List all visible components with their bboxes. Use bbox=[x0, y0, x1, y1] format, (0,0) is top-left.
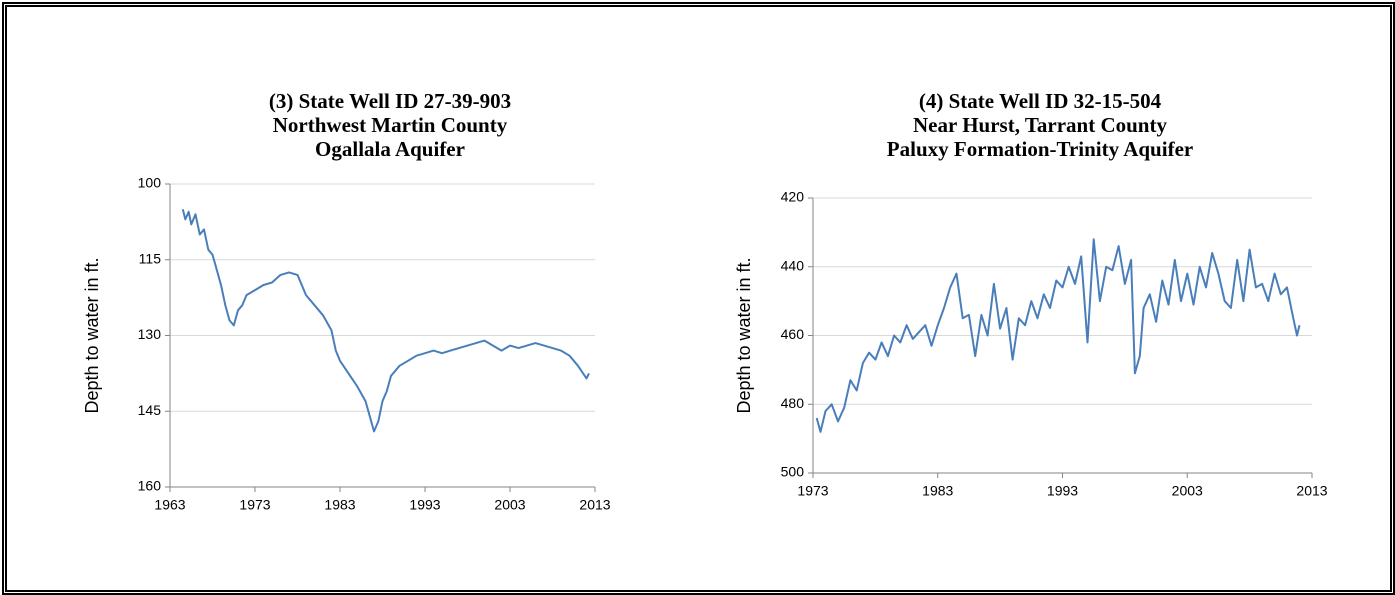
x-tick-label: 1983 bbox=[922, 483, 953, 499]
x-tick-label: 2013 bbox=[579, 497, 610, 513]
y-tick-label: 440 bbox=[781, 257, 805, 273]
y-axis-label: Depth to water in ft. bbox=[82, 257, 102, 413]
y-tick-label: 130 bbox=[138, 326, 162, 342]
x-tick-label: 1983 bbox=[324, 497, 355, 513]
x-tick-label: 1973 bbox=[797, 483, 828, 499]
y-tick-label: 420 bbox=[781, 189, 805, 205]
y-tick-label: 100 bbox=[138, 175, 162, 191]
y-tick-label: 145 bbox=[138, 402, 162, 418]
chart-title: (4) State Well ID 32-15-504 bbox=[919, 89, 1162, 113]
chart-title: Ogallala Aquifer bbox=[315, 137, 465, 161]
x-tick-label: 1973 bbox=[239, 497, 270, 513]
x-tick-label: 2003 bbox=[1172, 483, 1203, 499]
y-tick-label: 460 bbox=[781, 326, 805, 342]
x-tick-label: 2013 bbox=[1296, 483, 1327, 499]
x-tick-label: 2003 bbox=[494, 497, 525, 513]
x-tick-label: 1993 bbox=[409, 497, 440, 513]
x-tick-label: 1963 bbox=[154, 497, 185, 513]
y-axis-label: Depth to water in ft. bbox=[734, 257, 754, 413]
chart-title: Near Hurst, Tarrant County bbox=[913, 113, 1167, 137]
chart-title: Paluxy Formation-Trinity Aquifer bbox=[887, 137, 1193, 161]
y-tick-label: 160 bbox=[138, 478, 162, 494]
chart-title: Northwest Martin County bbox=[273, 113, 508, 137]
y-tick-label: 115 bbox=[139, 250, 162, 266]
y-tick-label: 500 bbox=[781, 464, 805, 480]
y-tick-label: 480 bbox=[781, 395, 805, 411]
x-tick-label: 1993 bbox=[1047, 483, 1078, 499]
data-line bbox=[181, 209, 590, 433]
data-line bbox=[815, 238, 1301, 433]
chart-title: (3) State Well ID 27-39-903 bbox=[269, 89, 511, 113]
